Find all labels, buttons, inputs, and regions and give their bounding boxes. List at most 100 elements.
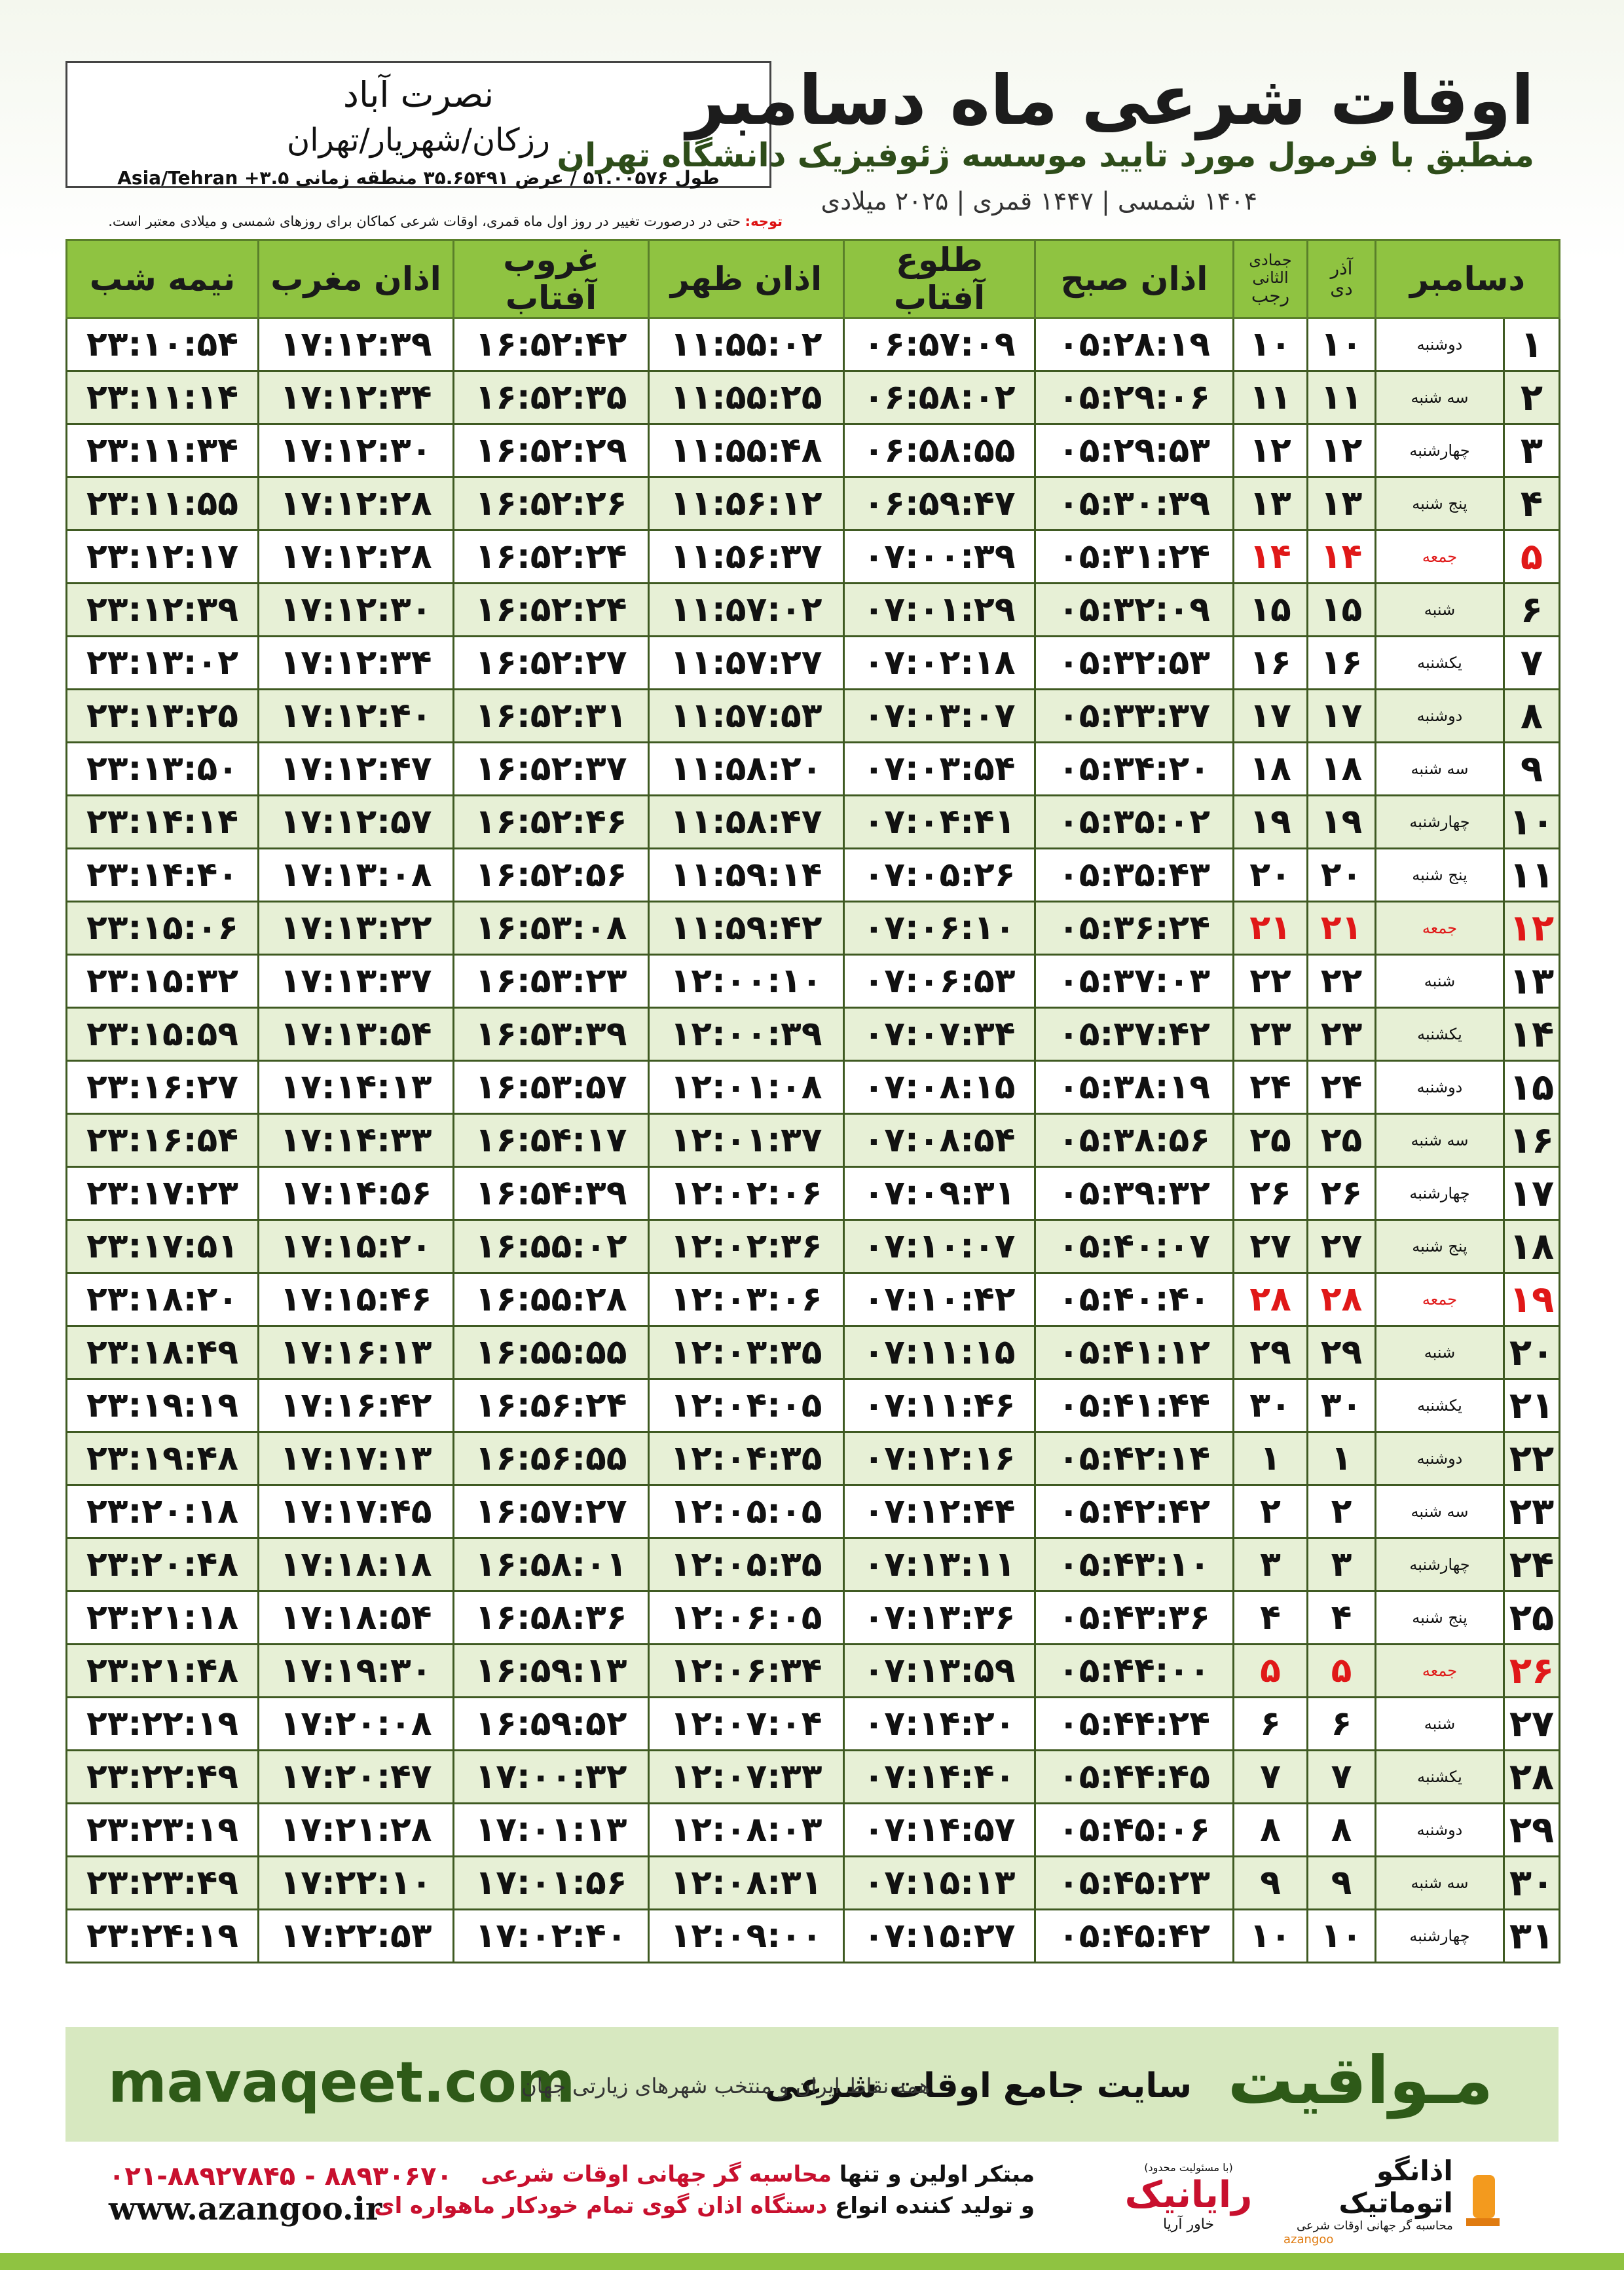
footer-site: mavaqeet.com [108, 2050, 576, 2115]
time-cell: ۰۷:۱۳:۱۱ [843, 1537, 1036, 1592]
time-cell: ۱۶:۵۶:۵۵ [452, 1431, 650, 1486]
time-cell: ۰۵:۳۳:۳۷ [1034, 688, 1234, 743]
time-cell: ۱۶:۵۲:۲۷ [452, 635, 650, 690]
weekday: چهارشنبه [1374, 1908, 1505, 1963]
time-cell: ۱۱:۵۹:۴۲ [648, 901, 845, 956]
text: مبتکر اولین و تنها [839, 2161, 1035, 2187]
logo-name: اذانگو اتوماتیک [1338, 2155, 1453, 2219]
time-cell: ۱۱:۵۸:۲۰ [648, 741, 845, 796]
weekday: شنبه [1374, 1696, 1505, 1751]
time-cell: ۱۶:۵۲:۳۱ [452, 688, 650, 743]
day-number: ۲۷ [1503, 1696, 1561, 1751]
time-cell: ۱۲:۰۸:۳۱ [648, 1855, 845, 1910]
time-cell: ۱۷:۱۳:۲۲ [257, 901, 454, 956]
time-cell: ۰۵:۳۲:۵۳ [1034, 635, 1234, 690]
header-row: دسامبر آذر دی جمادی الثانی رجب اذان صبح طلو… [65, 239, 1561, 319]
date-cell: ۲۱ [1232, 901, 1308, 956]
date-cell: ۲۶ [1306, 1166, 1376, 1221]
time-cell: ۲۳:۲۲:۴۹ [65, 1749, 259, 1804]
date-cell: ۲۸ [1306, 1272, 1376, 1327]
row: ۱ دوشنبه ۱۰ ۱۰ ۰۵:۲۸:۱۹ ۰۶:۵۷:۰۹ ۱۱:۵۵:۰۲ ۱۶:۵۲… [65, 317, 1561, 372]
time-cell: ۰۶:۵۸:۵۵ [843, 423, 1036, 478]
row: ۶ شنبه ۱۵ ۱۵ ۰۵:۳۲:۰۹ ۰۷:۰۱:۲۹ ۱۱:۵۷:۰۲ ۱۶:۵۲:۲… [65, 582, 1561, 637]
time-cell: ۱۷:۱۴:۵۶ [257, 1166, 454, 1221]
time-cell: ۰۷:۰۸:۱۵ [843, 1060, 1036, 1115]
time-cell: ۲۳:۱۲:۳۹ [65, 582, 259, 637]
date-cell: ۲ [1232, 1484, 1308, 1539]
title: اوقات شرعی ماه دسامبر [686, 60, 1534, 140]
time-cell: ۲۳:۱۳:۵۰ [65, 741, 259, 796]
time-cell: ۰۷:۰۷:۳۴ [843, 1007, 1036, 1062]
time-cell: ۱۲:۰۰:۳۹ [648, 1007, 845, 1062]
row: ۱۹ جمعه ۲۸ ۲۸ ۰۵:۴۰:۴۰ ۰۷:۱۰:۴۲ ۱۲:۰۳:۰۶ ۱۶:۵۵:… [65, 1272, 1561, 1327]
date-cell: ۲۴ [1232, 1060, 1308, 1115]
date-cell: ۲۸ [1232, 1272, 1308, 1327]
time-cell: ۲۳:۱۷:۵۱ [65, 1219, 259, 1274]
weekday: پنج شنبه [1374, 1219, 1505, 1274]
date-cell: ۱۷ [1232, 688, 1308, 743]
time-cell: ۰۷:۱۴:۲۰ [843, 1696, 1036, 1751]
time-cell: ۱۱:۵۶:۱۲ [648, 476, 845, 531]
weekday: چهارشنبه [1374, 794, 1505, 849]
time-cell: ۲۳:۱۵:۰۶ [65, 901, 259, 956]
time-cell: ۰۵:۴۱:۱۲ [1034, 1325, 1234, 1380]
subtitle: منطبق با فرمول مورد تایید موسسه ژئوفیزیک… [557, 136, 1534, 174]
time-cell: ۱۷:۲۰:۴۷ [257, 1749, 454, 1804]
note-text: حتی در درصورت تغییر در روز اول ماه قمری،… [108, 214, 741, 229]
date-cell: ۲۱ [1306, 901, 1376, 956]
weekday: دوشنبه [1374, 1060, 1505, 1115]
date-cell: ۱۳ [1306, 476, 1376, 531]
date-cell: ۱۲ [1232, 423, 1308, 478]
time-cell: ۱۲:۰۱:۰۸ [648, 1060, 845, 1115]
footer-brand: مـواقیت [1227, 2042, 1493, 2119]
time-cell: ۲۳:۱۷:۲۳ [65, 1166, 259, 1221]
day-number: ۱۱ [1503, 847, 1561, 902]
url[interactable]: www.azangoo.ir [109, 2191, 382, 2227]
date-cell: ۲۵ [1306, 1113, 1376, 1168]
date-cell: ۱۱ [1232, 370, 1308, 425]
time-cell: ۲۳:۲۰:۱۸ [65, 1484, 259, 1539]
time-cell: ۰۷:۱۳:۵۹ [843, 1643, 1036, 1698]
time-cell: ۰۵:۴۵:۰۶ [1034, 1802, 1234, 1857]
day-number: ۳ [1503, 423, 1561, 478]
day-number: ۱۷ [1503, 1166, 1561, 1221]
time-cell: ۱۱:۵۵:۴۸ [648, 423, 845, 478]
time-cell: ۰۵:۴۳:۳۶ [1034, 1590, 1234, 1645]
time-cell: ۱۷:۱۲:۳۴ [257, 635, 454, 690]
time-cell: ۲۳:۲۴:۱۹ [65, 1908, 259, 1963]
time-cell: ۱۶:۵۴:۳۹ [452, 1166, 650, 1221]
logo-azangoo: اذانگو اتوماتیک محاسبه گر جهانی اوقات شر… [1283, 2155, 1500, 2246]
time-cell: ۰۵:۴۴:۴۵ [1034, 1749, 1234, 1804]
time-cell: ۱۷:۱۲:۲۸ [257, 529, 454, 584]
time-cell: ۰۵:۳۵:۰۲ [1034, 794, 1234, 849]
weekday: سه شنبه [1374, 1484, 1505, 1539]
date-cell: ۲۶ [1232, 1166, 1308, 1221]
row: ۱۸ پنج شنبه ۲۷ ۲۷ ۰۵:۴۰:۰۷ ۰۷:۱۰:۰۷ ۱۲:۰۲:۳۶ ۱۶… [65, 1219, 1561, 1274]
time-cell: ۱۷:۰۰:۳۲ [452, 1749, 650, 1804]
date-cell: ۳۰ [1306, 1378, 1376, 1433]
date-cell: ۹ [1306, 1855, 1376, 1910]
row: ۲۷ شنبه ۶ ۶ ۰۵:۴۴:۲۴ ۰۷:۱۴:۲۰ ۱۲:۰۷:۰۴ ۱۶:۵۹:۵۲… [65, 1696, 1561, 1751]
time-cell: ۱۶:۵۲:۲۶ [452, 476, 650, 531]
time-cell: ۲۳:۱۸:۲۰ [65, 1272, 259, 1327]
time-cell: ۱۶:۵۹:۵۲ [452, 1696, 650, 1751]
time-cell: ۰۵:۲۹:۰۶ [1034, 370, 1234, 425]
logo-icon [1466, 2175, 1500, 2226]
row: ۲۱ یکشنبه ۳۰ ۳۰ ۰۵:۴۱:۴۴ ۰۷:۱۱:۴۶ ۱۲:۰۴:۰۵ ۱۶:۵… [65, 1378, 1561, 1433]
day-number: ۲۲ [1503, 1431, 1561, 1486]
time-cell: ۱۶:۵۳:۲۳ [452, 954, 650, 1009]
date-cell: ۴ [1232, 1590, 1308, 1645]
column-header: غروب آفتاب [452, 239, 650, 319]
row: ۴ پنج شنبه ۱۳ ۱۳ ۰۵:۳۰:۳۹ ۰۶:۵۹:۴۷ ۱۱:۵۶:۱۲ ۱۶:… [65, 476, 1561, 531]
date-cell: ۲۴ [1306, 1060, 1376, 1115]
time-cell: ۰۵:۴۰:۴۰ [1034, 1272, 1234, 1327]
lunar-header: جمادی الثانی رجب [1232, 239, 1308, 319]
row: ۲۳ سه شنبه ۲ ۲ ۰۵:۴۲:۴۲ ۰۷:۱۲:۴۴ ۱۲:۰۵:۰۵ ۱۶:۵۷… [65, 1484, 1561, 1539]
row: ۱۲ جمعه ۲۱ ۲۱ ۰۵:۳۶:۲۴ ۰۷:۰۶:۱۰ ۱۱:۵۹:۴۲ ۱۶:۵۳:… [65, 901, 1561, 956]
time-cell: ۲۳:۱۲:۱۷ [65, 529, 259, 584]
time-cell: ۲۳:۱۳:۰۲ [65, 635, 259, 690]
time-cell: ۲۳:۲۱:۴۸ [65, 1643, 259, 1698]
time-cell: ۱۱:۵۷:۵۳ [648, 688, 845, 743]
time-cell: ۱۷:۱۳:۳۷ [257, 954, 454, 1009]
